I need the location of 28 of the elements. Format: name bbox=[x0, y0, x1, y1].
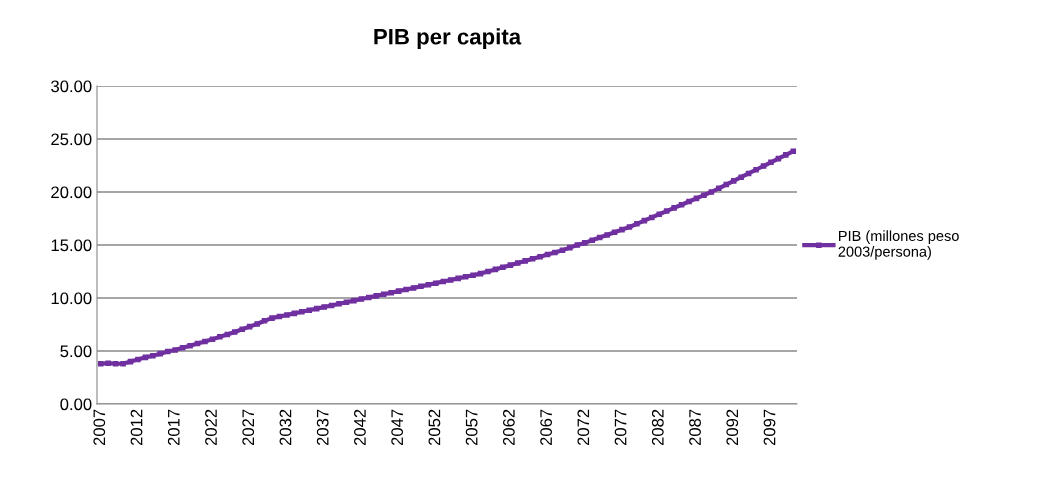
x-tick-label: 2092 bbox=[726, 409, 739, 446]
x-tick-label: 2057 bbox=[465, 409, 478, 446]
chart-title: PIB per capita bbox=[374, 28, 522, 49]
x-tick-label: 2087 bbox=[689, 409, 701, 446]
x-tick-label: 2037 bbox=[316, 409, 329, 446]
y-tick-label: 25.00 bbox=[51, 133, 92, 146]
x-tick-label: 2012 bbox=[130, 409, 143, 446]
x-tick-label: 2062 bbox=[502, 409, 515, 446]
x-tick-label: 2077 bbox=[614, 409, 627, 446]
x-tick-label: 2007 bbox=[93, 409, 106, 446]
y-tick-label: 20.00 bbox=[51, 186, 92, 199]
x-tick-label: 2067 bbox=[540, 409, 553, 446]
x-tick-label: 2022 bbox=[205, 409, 217, 446]
x-tick-label: 2082 bbox=[651, 409, 664, 446]
x-tick-label: 2032 bbox=[279, 409, 292, 446]
x-tick-label: 2027 bbox=[242, 409, 255, 446]
x-tick-label: 2017 bbox=[167, 409, 180, 446]
x-tick-label: 2047 bbox=[391, 409, 404, 446]
y-tick-label: 5.00 bbox=[60, 345, 92, 358]
x-tick-label: 2042 bbox=[354, 409, 366, 446]
x-tick-label: 2052 bbox=[428, 409, 441, 446]
legend-label: PIB (millones peso 2003/persona) bbox=[838, 230, 959, 260]
y-tick-label: 0.00 bbox=[60, 398, 92, 411]
x-tick-label: 2097 bbox=[763, 409, 776, 446]
x-tick-label: 2072 bbox=[577, 409, 590, 446]
y-tick-label: 30.00 bbox=[51, 80, 92, 93]
y-tick-label: 10.00 bbox=[51, 292, 92, 305]
y-tick-label: 15.00 bbox=[51, 239, 92, 252]
